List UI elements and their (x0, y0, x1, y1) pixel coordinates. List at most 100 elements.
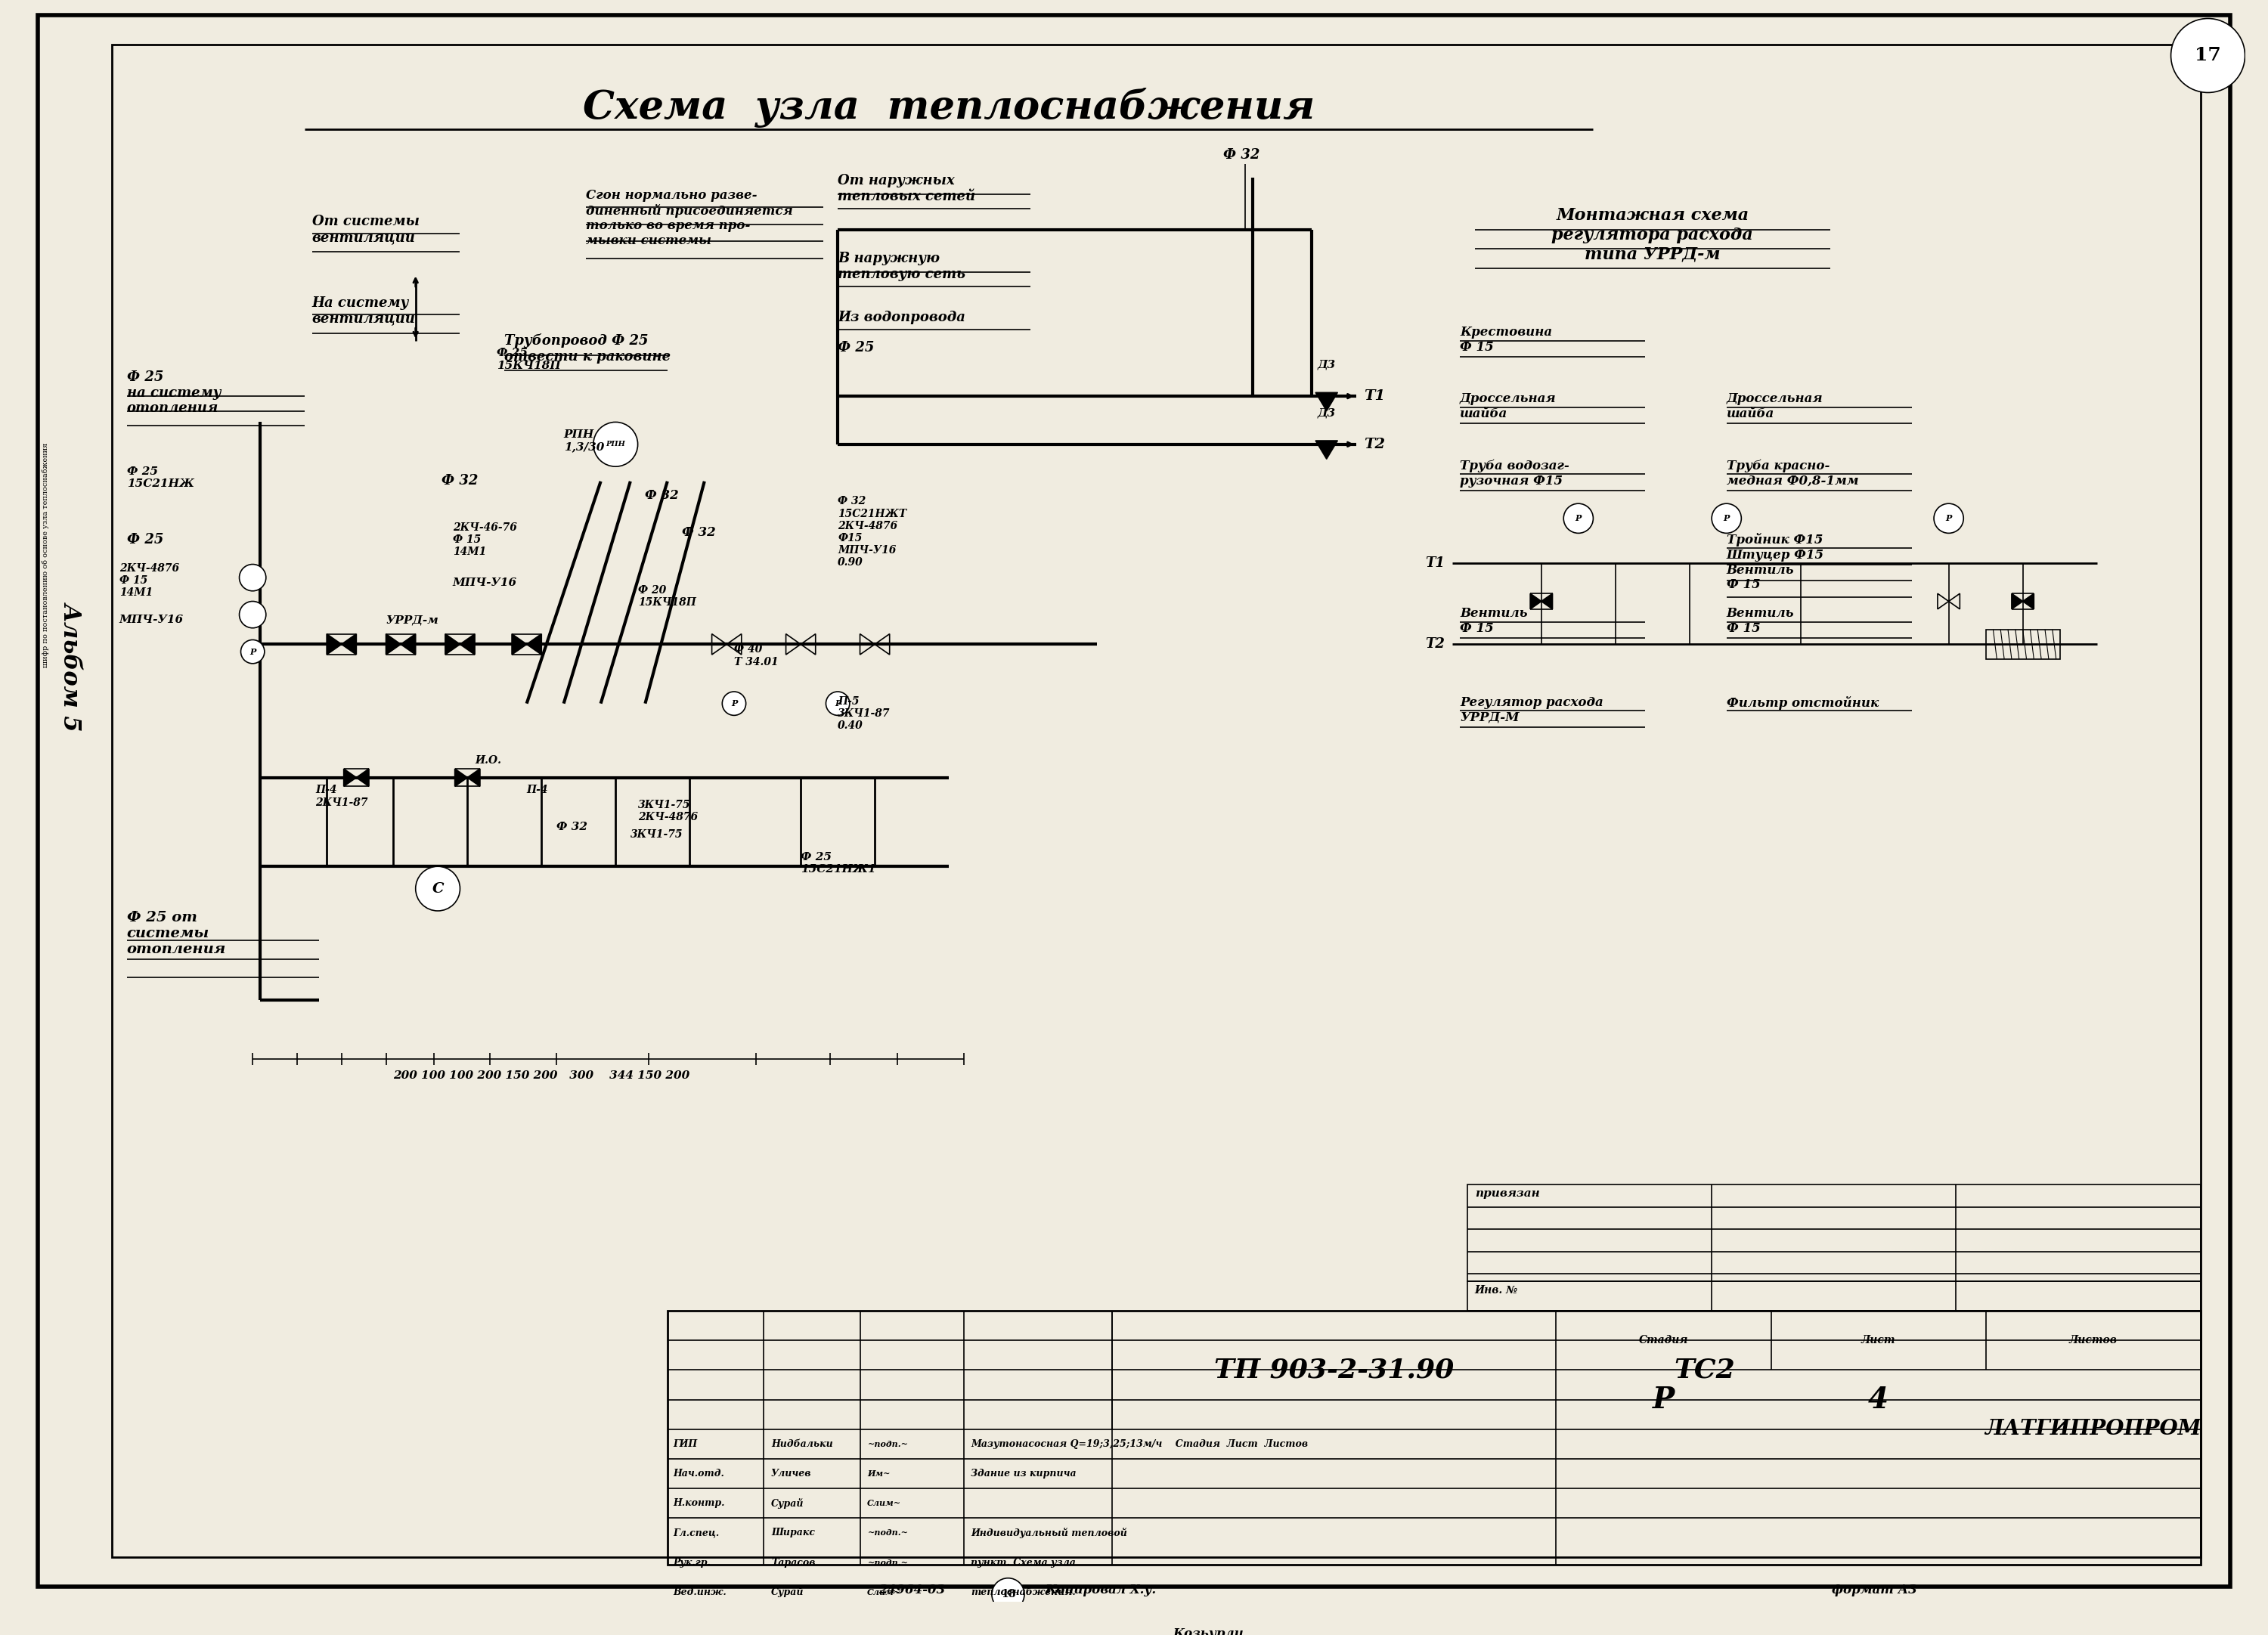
Text: Дроссельная
шайба: Дроссельная шайба (1461, 392, 1556, 420)
Text: Сгон нормально разве-
диненный присоединяется
только во время про-
мывки системы: Сгон нормально разве- диненный присоедин… (585, 188, 794, 247)
Text: РПН
1,3/30: РПН 1,3/30 (565, 430, 603, 453)
Polygon shape (345, 768, 356, 786)
Text: Д3: Д3 (1318, 360, 1336, 370)
Text: МПЧ-У16: МПЧ-У16 (454, 577, 517, 589)
Text: T1: T1 (1363, 389, 1386, 402)
Text: Ф 25
15С21НЖ: Ф 25 15С21НЖ (127, 466, 195, 489)
Text: Крестовина
Ф 15: Крестовина Ф 15 (1461, 325, 1551, 353)
Bar (667, 1311, 2200, 1565)
Circle shape (2170, 18, 2245, 93)
Text: T1: T1 (1427, 556, 1445, 569)
Text: Лист: Лист (1862, 1336, 1896, 1346)
Text: Ф 25: Ф 25 (127, 533, 163, 546)
Text: 18: 18 (1000, 1589, 1016, 1599)
Text: Вентиль
Ф 15: Вентиль Ф 15 (1461, 607, 1529, 634)
Text: Нидбальки: Нидбальки (771, 1439, 832, 1449)
Text: Д3: Д3 (1318, 407, 1336, 419)
Text: Р: Р (835, 700, 841, 708)
Polygon shape (460, 634, 474, 654)
Text: ТС2: ТС2 (1674, 1357, 1735, 1383)
Bar (1467, 1282, 2200, 1311)
Text: Ф 25: Ф 25 (837, 340, 875, 355)
Text: Листов: Листов (2068, 1336, 2118, 1346)
Polygon shape (2012, 594, 2023, 610)
Text: Индивидуальный тепловой: Индивидуальный тепловой (971, 1527, 1127, 1539)
Text: Гл.спец.: Гл.спец. (674, 1529, 719, 1539)
Text: 24964-03: 24964-03 (878, 1583, 946, 1596)
Circle shape (594, 422, 637, 466)
Bar (1987, 629, 2059, 659)
Circle shape (415, 867, 460, 911)
Polygon shape (386, 634, 401, 654)
Text: Дроссельная
шайба: Дроссельная шайба (1726, 392, 1823, 420)
Text: Слим~: Слим~ (866, 1588, 900, 1596)
Circle shape (240, 602, 265, 628)
Text: Ф 32: Ф 32 (683, 526, 717, 538)
Text: Альбом 5: Альбом 5 (59, 602, 84, 731)
Text: Ф 25 от
системы
отопления: Ф 25 от системы отопления (127, 911, 227, 956)
Circle shape (1935, 504, 1964, 533)
Text: 2КЧ-4876
Ф 15
14М1: 2КЧ-4876 Ф 15 14М1 (120, 562, 179, 598)
Polygon shape (1315, 440, 1338, 459)
Circle shape (240, 564, 265, 590)
Text: Ширакс: Ширакс (771, 1529, 814, 1539)
Text: Труба водозаг-
рузочная Ф15: Труба водозаг- рузочная Ф15 (1461, 459, 1569, 487)
Text: 2КЧ-46-76
Ф 15
14М1: 2КЧ-46-76 Ф 15 14М1 (454, 522, 517, 558)
Polygon shape (401, 634, 415, 654)
Polygon shape (456, 768, 467, 786)
Text: формат А3: формат А3 (1833, 1583, 1916, 1596)
Circle shape (1563, 504, 1592, 533)
Text: Им~: Им~ (866, 1470, 891, 1478)
Text: Ф 32: Ф 32 (1222, 149, 1259, 162)
Text: Монтажная схема
регулятора расхода
типа УРРД-м: Монтажная схема регулятора расхода типа … (1551, 208, 1753, 262)
Polygon shape (467, 768, 481, 786)
Polygon shape (356, 768, 370, 786)
Text: Из водопровода: Из водопровода (837, 311, 966, 325)
Polygon shape (342, 634, 356, 654)
Text: Р: Р (1653, 1385, 1674, 1414)
Text: ~подп.~: ~подп.~ (866, 1440, 907, 1449)
Polygon shape (513, 634, 526, 654)
Text: Ф 25
15С21НЖ1: Ф 25 15С21НЖ1 (801, 852, 875, 875)
Circle shape (826, 692, 850, 716)
Text: Тройник Ф15
Штуцер Ф15
Вентиль
Ф 15: Тройник Ф15 Штуцер Ф15 Вентиль Ф 15 (1726, 533, 1823, 592)
Text: Рук.гр.: Рук.гр. (674, 1558, 712, 1568)
Text: 3КЧ1-75
2КЧ-4876: 3КЧ1-75 2КЧ-4876 (637, 800, 699, 822)
Polygon shape (2023, 594, 2034, 610)
Text: УРРД-м: УРРД-м (386, 615, 438, 625)
Circle shape (1712, 504, 1742, 533)
Text: Р: Р (249, 647, 256, 656)
Text: Р: Р (1946, 515, 1953, 523)
Text: П-4: П-4 (526, 785, 549, 796)
Text: Козьурли: Козьурли (1173, 1628, 1243, 1635)
Text: РПН: РПН (606, 441, 626, 448)
Text: ~подп.~: ~подп.~ (866, 1529, 907, 1537)
Text: T2: T2 (1427, 638, 1445, 651)
Polygon shape (1531, 594, 1542, 610)
Text: МПЧ-У16: МПЧ-У16 (120, 615, 184, 625)
Text: На систему
вентиляции: На систему вентиляции (313, 296, 415, 325)
Text: Здание из кирпича: Здание из кирпича (971, 1468, 1077, 1478)
Text: ЛАТГИПРОПРОМ: ЛАТГИПРОПРОМ (1984, 1419, 2202, 1439)
Text: привязан: привязан (1474, 1189, 1540, 1198)
Text: С: С (431, 881, 445, 896)
Circle shape (240, 639, 265, 664)
Text: Сурай: Сурай (771, 1498, 803, 1509)
Polygon shape (445, 634, 460, 654)
Text: Ф 40
Т 34.01: Ф 40 Т 34.01 (735, 644, 778, 667)
Text: Мазутонасосная Q=19;3,25;13м/ч    Стадия  Лист  Листов: Мазутонасосная Q=19;3,25;13м/ч Стадия Ли… (971, 1439, 1309, 1449)
Text: П-5
3КЧ1-87
0.40: П-5 3КЧ1-87 0.40 (837, 697, 891, 731)
Text: ТП 903-2-31.90: ТП 903-2-31.90 (1213, 1357, 1454, 1383)
Text: 3КЧ1-75: 3КЧ1-75 (631, 829, 683, 840)
Text: Н.контр.: Н.контр. (674, 1498, 726, 1507)
Text: От системы
вентиляции: От системы вентиляции (313, 214, 420, 244)
Circle shape (721, 692, 746, 716)
Text: 200 100 100 200 150 200   300    344 150 200: 200 100 100 200 150 200 300 344 150 200 (392, 1069, 689, 1081)
Polygon shape (1542, 594, 1554, 610)
Text: Тарасов: Тарасов (771, 1558, 814, 1568)
Polygon shape (327, 634, 342, 654)
Text: Ф 25
15КЧ18П: Ф 25 15КЧ18П (497, 348, 560, 371)
Text: Р: Р (730, 700, 737, 708)
Text: Регулятор расхода
УРРД-М: Регулятор расхода УРРД-М (1461, 697, 1603, 724)
Bar (1467, 1185, 2200, 1282)
